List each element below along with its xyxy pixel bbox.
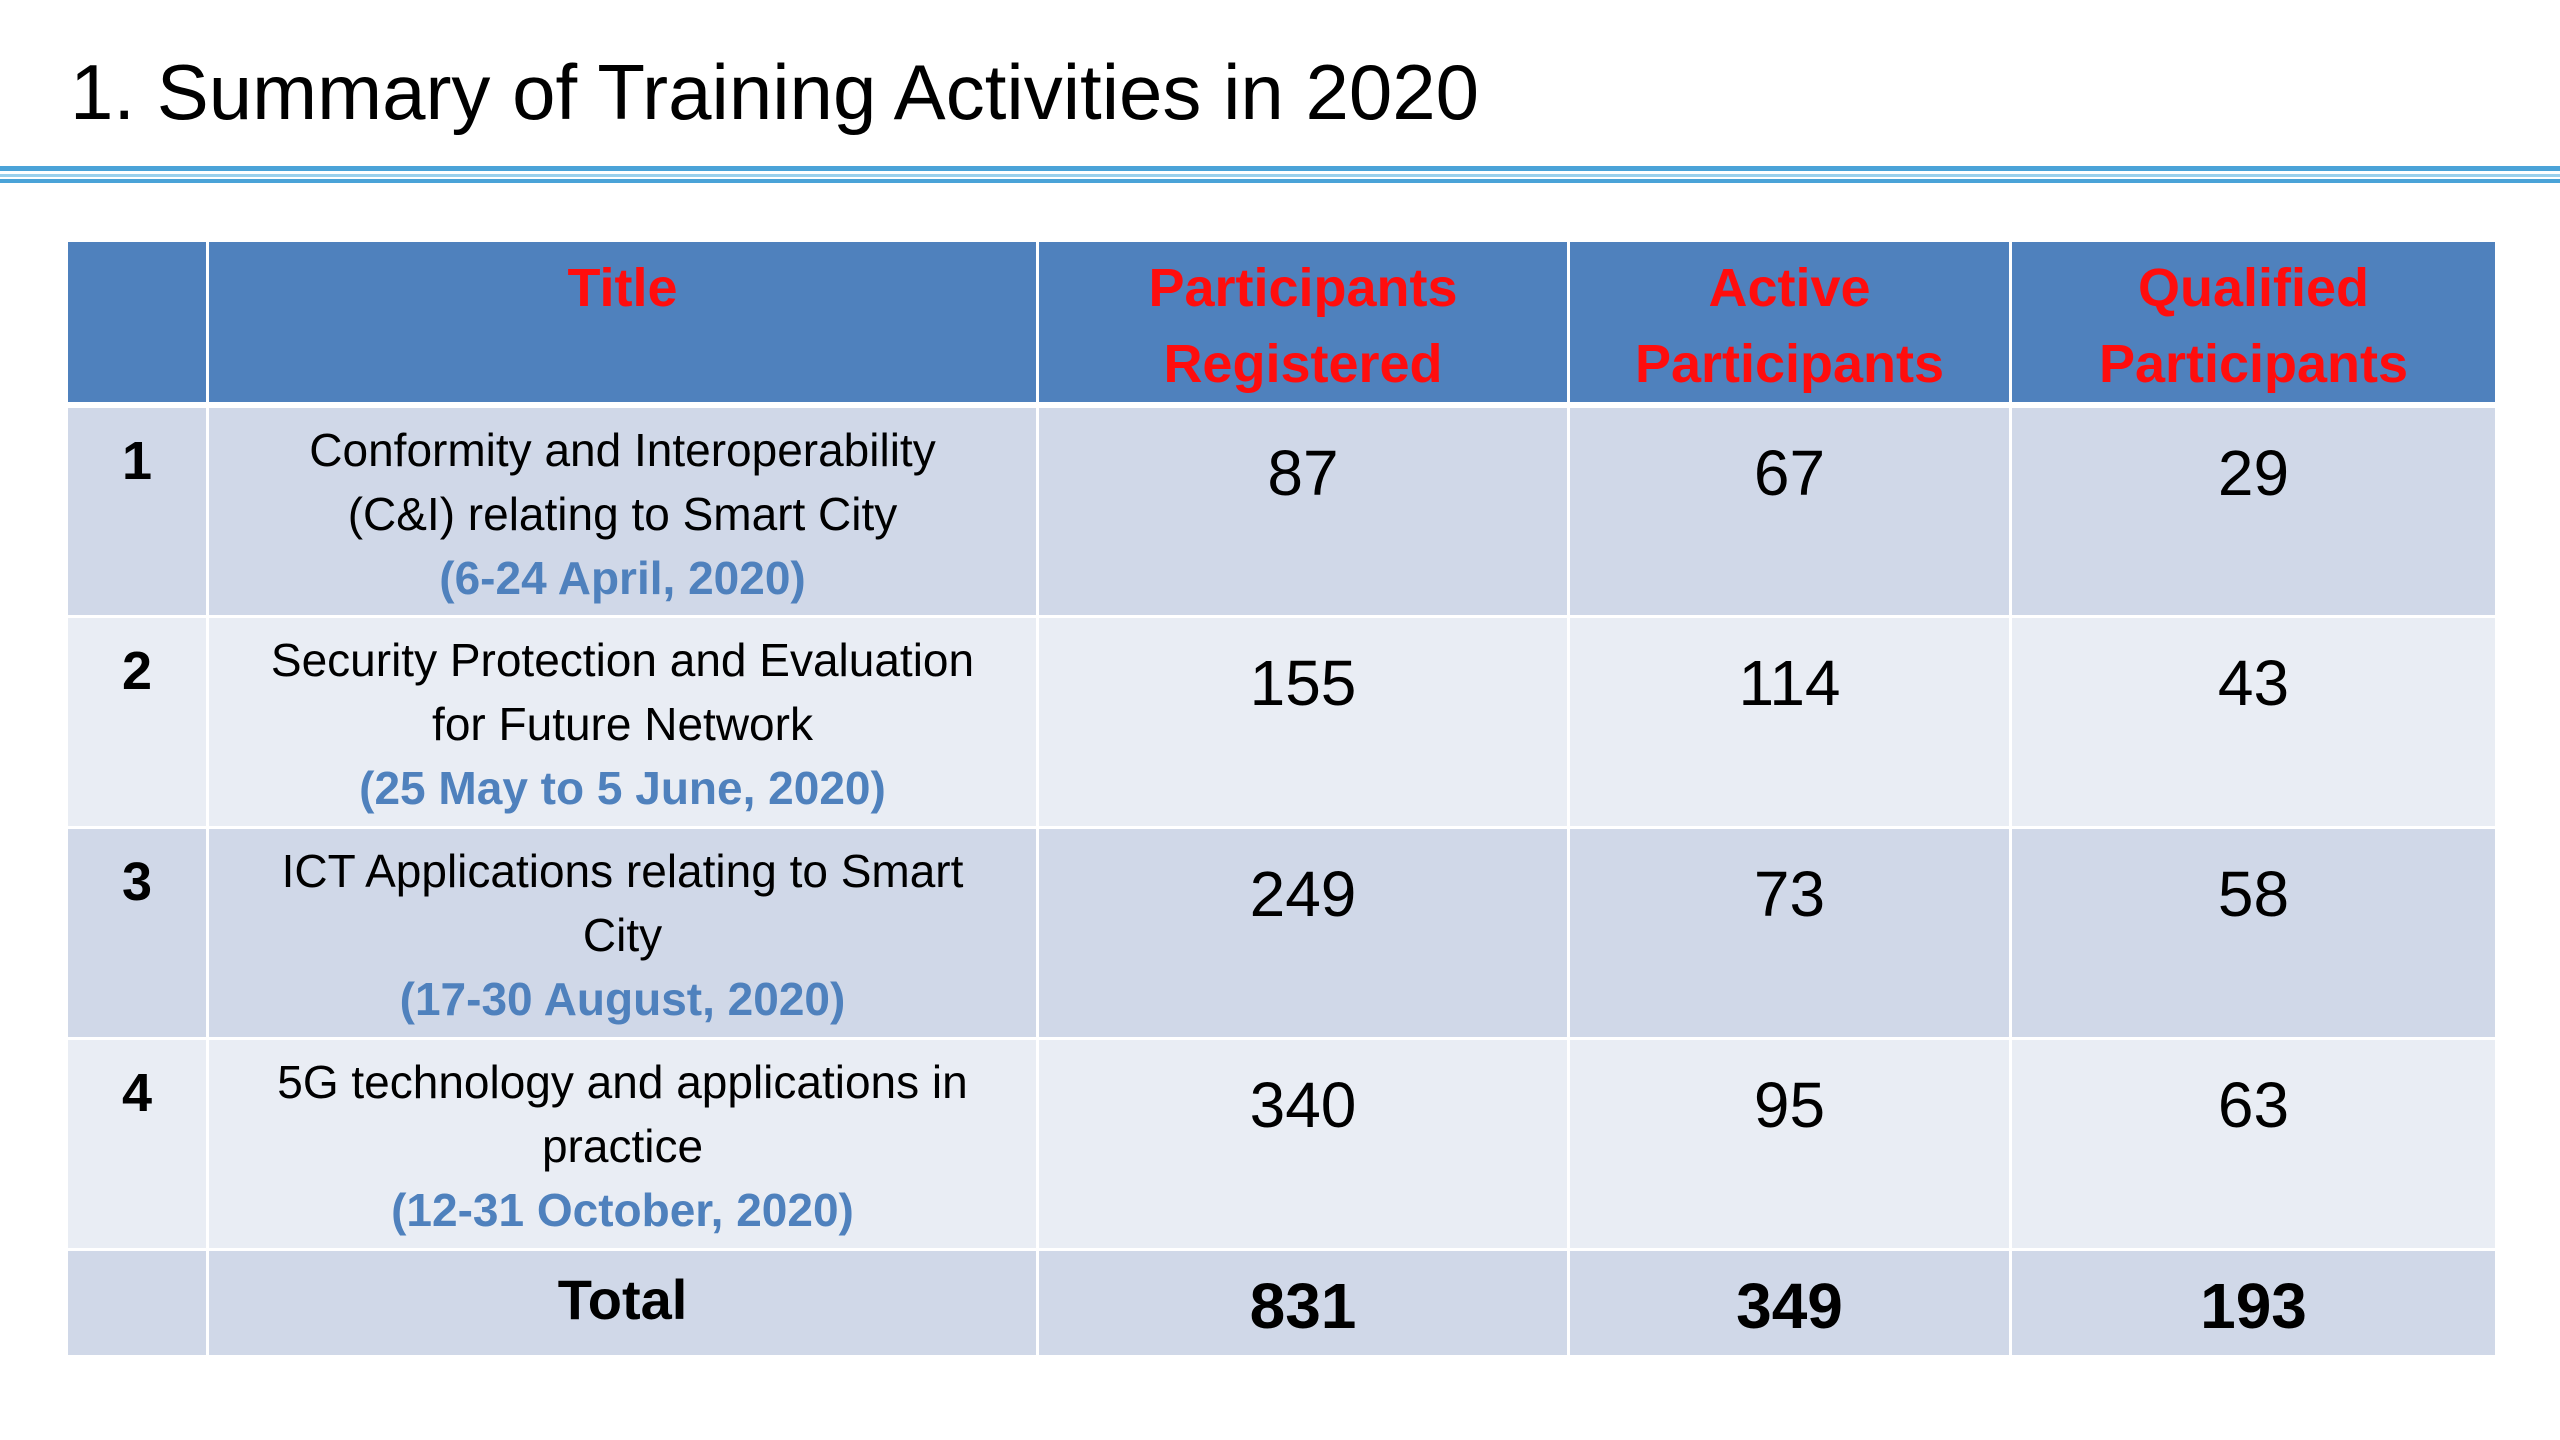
table-row: 3 ICT Applications relating to Smart Cit… (65, 825, 2498, 1040)
table-row: 1 Conformity and Interoperability (C&I) … (65, 403, 2498, 618)
qualified-value: 63 (2009, 1036, 2498, 1251)
course-date: (17-30 August, 2020) (399, 972, 846, 1025)
registered-value: 340 (1036, 1036, 1570, 1251)
header-active-line2: Participants (1634, 334, 1945, 394)
header-qualified: Qualified Participants (2009, 239, 2498, 408)
row-number: 3 (65, 825, 209, 1040)
training-summary-table: Title Participants Registered Active Par… (65, 239, 2498, 1358)
course-title-line2: City (582, 908, 663, 961)
course-title-line2: practice (541, 1119, 704, 1172)
registered-value: 87 (1036, 403, 1570, 618)
course-title-line1: Security Protection and Evaluation (270, 633, 975, 686)
header-qualified-line1: Qualified (2137, 258, 2370, 318)
total-row: Total 831 349 193 (65, 1247, 2498, 1358)
qualified-value: 29 (2009, 403, 2498, 618)
course-title-line1: ICT Applications relating to Smart (281, 844, 964, 897)
qualified-value: 43 (2009, 614, 2498, 829)
header-title-label: Title (567, 258, 678, 318)
row-number: 2 (65, 614, 209, 829)
header-registered-line2: Registered (1163, 334, 1443, 394)
course-date: (25 May to 5 June, 2020) (359, 761, 886, 814)
active-value: 95 (1567, 1036, 2012, 1251)
course-title-cell: 5G technology and applications in practi… (206, 1036, 1039, 1251)
registered-value: 249 (1036, 825, 1570, 1040)
course-title-cell: Security Protection and Evaluation for F… (206, 614, 1039, 829)
course-date: (6-24 April, 2020) (439, 552, 806, 604)
header-registered: Participants Registered (1036, 239, 1570, 408)
course-title-cell: Conformity and Interoperability (C&I) re… (206, 403, 1039, 618)
header-title: Title (206, 239, 1039, 408)
header-active-line1: Active (1708, 258, 1871, 318)
active-value: 114 (1567, 614, 2012, 829)
total-qualified: 193 (2009, 1247, 2498, 1358)
slide-title: 1. Summary of Training Activities in 202… (70, 48, 1479, 136)
registered-value: 155 (1036, 614, 1570, 829)
course-title-line1: 5G technology and applications in (277, 1055, 968, 1108)
header-num (65, 239, 209, 408)
table-row: 4 5G technology and applications in prac… (65, 1036, 2498, 1251)
active-value: 73 (1567, 825, 2012, 1040)
header-active: Active Participants (1567, 239, 2012, 408)
row-number: 1 (65, 403, 209, 618)
qualified-value: 58 (2009, 825, 2498, 1040)
course-title-line1: Conformity and Interoperability (309, 424, 936, 476)
active-value: 67 (1567, 403, 2012, 618)
row-number: 4 (65, 1036, 209, 1251)
title-divider (0, 166, 2560, 183)
total-num-cell (65, 1247, 209, 1358)
header-registered-line1: Participants (1148, 258, 1458, 318)
course-title-line2: (C&I) relating to Smart City (347, 488, 898, 540)
total-registered: 831 (1036, 1247, 1570, 1358)
course-title-line2: for Future Network (432, 697, 813, 750)
course-title-cell: ICT Applications relating to Smart City … (206, 825, 1039, 1040)
table-header-row: Title Participants Registered Active Par… (65, 239, 2498, 408)
header-qualified-line2: Participants (2098, 334, 2409, 394)
course-date: (12-31 October, 2020) (391, 1183, 854, 1236)
total-label: Total (206, 1247, 1039, 1358)
table-row: 2 Security Protection and Evaluation for… (65, 614, 2498, 829)
total-active: 349 (1567, 1247, 2012, 1358)
